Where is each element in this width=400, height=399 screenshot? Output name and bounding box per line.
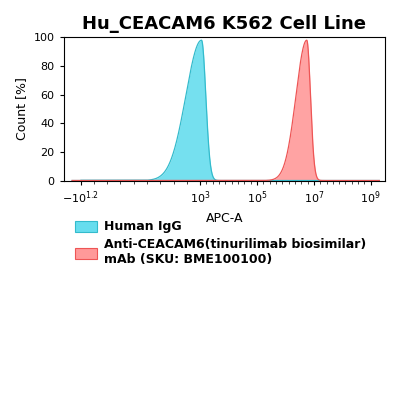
Legend: Human IgG, Anti-CEACAM6(tinurilimab biosimilar)
mAb (SKU: BME100100): Human IgG, Anti-CEACAM6(tinurilimab bios… xyxy=(70,215,371,271)
Y-axis label: Count [%]: Count [%] xyxy=(15,77,28,140)
X-axis label: APC-A: APC-A xyxy=(206,212,243,225)
Title: Hu_CEACAM6 K562 Cell Line: Hu_CEACAM6 K562 Cell Line xyxy=(82,15,366,33)
